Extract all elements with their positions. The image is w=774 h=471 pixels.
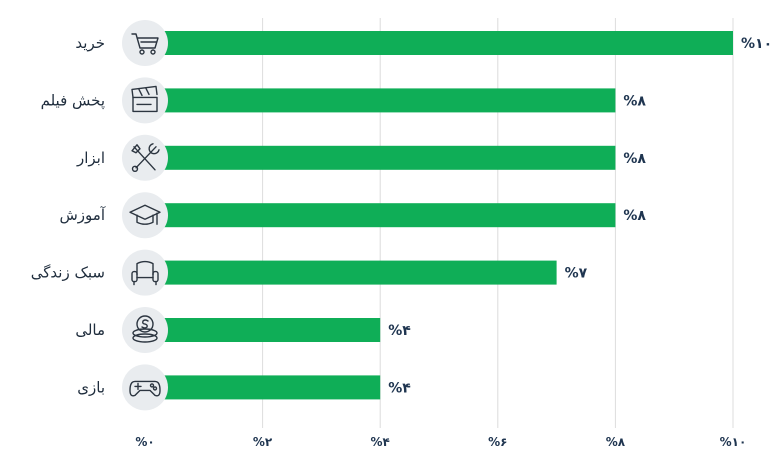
value-label: %۸ xyxy=(623,208,646,224)
pad-button xyxy=(149,383,155,388)
value-labels: %۱۰ %۸ %۸ %۸ %۷ %۴ %۴ xyxy=(388,36,772,396)
shopping-cart-icon xyxy=(122,20,168,66)
coin-face xyxy=(136,315,154,333)
category-label: بازی xyxy=(77,378,105,396)
clapper-stripe xyxy=(145,87,150,96)
coin-stack xyxy=(132,328,158,338)
icon-background xyxy=(122,20,168,66)
category-labels: خرید پخش فیلم ابزار آموزش سبک زندگی مالی بازی xyxy=(31,34,106,396)
cap-base xyxy=(136,214,154,225)
x-tick-label: %۴ xyxy=(371,435,390,449)
bar xyxy=(145,318,381,342)
x-axis-ticks: %۰ %۲ %۴ %۶ %۸ %۱۰ xyxy=(135,435,746,449)
gamepad-icon xyxy=(122,364,168,411)
chair-back xyxy=(136,260,154,276)
pad-body xyxy=(129,380,161,397)
category-label: خرید xyxy=(75,34,105,52)
x-tick-label: %۶ xyxy=(488,435,507,449)
pad-button xyxy=(152,386,158,391)
x-tick-label: %۱۰ xyxy=(720,435,747,449)
coin-stack xyxy=(132,333,158,343)
category-label: ابزار xyxy=(76,149,105,167)
clapper-body xyxy=(132,96,158,113)
graduation-cap-icon xyxy=(122,192,168,239)
value-label: %۷ xyxy=(565,266,588,282)
cap-board xyxy=(129,204,161,220)
icon-background xyxy=(122,77,168,124)
value-label: %۴ xyxy=(388,380,411,396)
bar xyxy=(145,375,381,400)
value-label: %۸ xyxy=(623,93,646,109)
clapper-top xyxy=(131,85,158,99)
bar xyxy=(145,88,616,113)
category-label: آموزش xyxy=(59,206,105,224)
icon-background xyxy=(122,192,168,239)
bar xyxy=(145,203,616,228)
category-label: مالی xyxy=(75,321,105,339)
cart-basket xyxy=(131,33,159,49)
armchair-icon xyxy=(122,249,168,296)
tool-handle xyxy=(135,146,157,169)
wrench-end xyxy=(131,165,139,173)
cart-wheel xyxy=(139,49,145,55)
tool-head xyxy=(131,144,141,154)
icon-background xyxy=(122,307,168,353)
bar xyxy=(145,145,616,170)
coins-icon xyxy=(122,307,168,353)
x-tick-label: %۲ xyxy=(253,435,273,449)
value-label: %۴ xyxy=(388,323,411,339)
clapper-stripe xyxy=(138,88,143,97)
dollar-sign xyxy=(141,319,149,329)
value-label: %۱۰ xyxy=(741,36,772,52)
category-icons xyxy=(122,20,168,411)
category-label: پخش فیلم xyxy=(41,91,105,110)
tools-icon xyxy=(122,134,168,181)
value-label: %۸ xyxy=(623,151,646,167)
bar xyxy=(145,260,557,285)
category-label: سبک زندگی xyxy=(31,264,105,282)
x-tick-label: %۸ xyxy=(606,435,626,449)
wrench-head xyxy=(148,143,160,155)
clapperboard-icon xyxy=(122,77,168,124)
bars xyxy=(145,31,733,400)
icon-background xyxy=(122,364,168,411)
bar xyxy=(145,31,733,55)
icon-background xyxy=(122,249,168,296)
x-tick-label: %۰ xyxy=(135,435,154,449)
cart-wheel xyxy=(150,49,156,55)
